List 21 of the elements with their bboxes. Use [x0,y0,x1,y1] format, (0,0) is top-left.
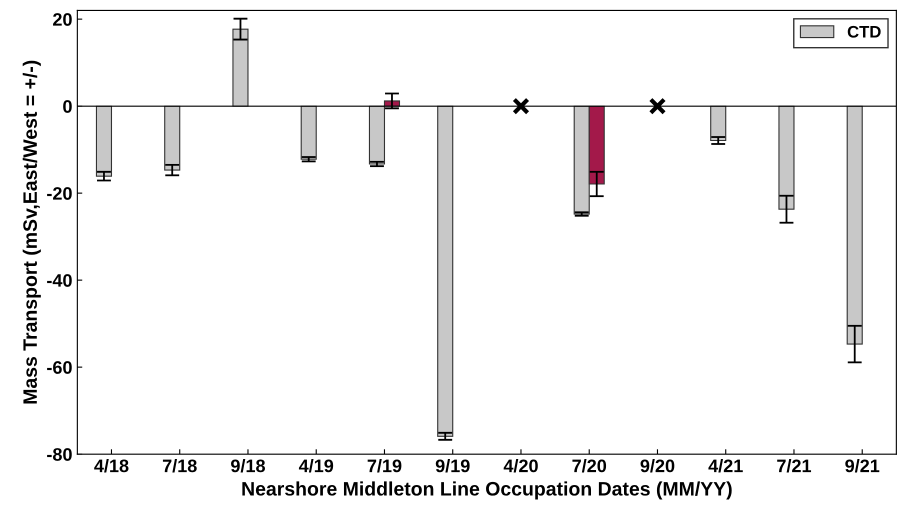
x-tick-label: 9/18 [231,459,265,472]
y-tick-label: 0 [63,100,72,113]
y-axis-title: Mass Transport (mSv,East/West = +/-) [22,60,41,404]
legend-label: CTD [848,26,881,38]
x-tick-label: 7/19 [368,459,402,472]
x-tick-label: 7/20 [572,459,606,472]
x-tick-label: 4/19 [298,459,334,472]
y-tick-label: -20 [47,187,72,200]
x-tick-label: 4/20 [504,459,538,472]
x-tick-label: 7/21 [777,459,812,472]
x-tick-label: 4/21 [708,459,743,472]
y-tick-label: -60 [47,361,72,374]
y-tick-label: -40 [47,274,72,287]
x-tick-label: 4/18 [94,459,128,472]
y-tick-label: -80 [47,448,72,461]
x-tick-label: 9/21 [845,459,880,472]
x-tick-label: 7/18 [162,459,197,472]
x-tick-label: 9/19 [436,459,470,472]
y-tick-label: 20 [53,13,72,26]
x-axis-title: Nearshore Middleton Line Occupation Dates (MM/YY) [242,481,732,500]
x-tick-label: 9/20 [640,459,674,472]
